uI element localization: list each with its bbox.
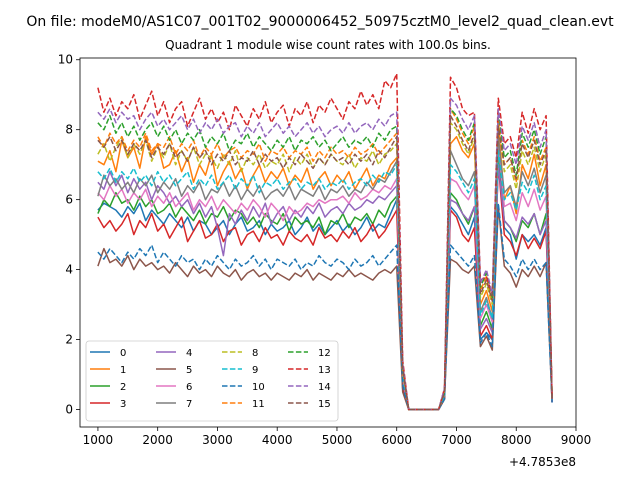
x-tick-label: 7000 <box>441 433 472 447</box>
legend-label-5: 5 <box>186 365 192 376</box>
series-line-13 <box>97 72 553 411</box>
x-tick-label: 1000 <box>83 433 114 447</box>
x-tick-label: 8000 <box>501 433 532 447</box>
legend-label-11: 11 <box>252 399 265 410</box>
series-line-3 <box>97 163 553 411</box>
legend-label-10: 10 <box>252 382 265 393</box>
axes-frame <box>79 57 577 428</box>
x-tick-label: 4000 <box>262 433 293 447</box>
y-tick-label: 6 <box>65 193 73 207</box>
y-axis: 0 2 4 6 8 10 <box>58 53 80 417</box>
legend-label-12: 12 <box>318 348 331 359</box>
x-tick-label: 3000 <box>202 433 233 447</box>
x-tick-label: 9000 <box>561 433 592 447</box>
legend-label-1: 1 <box>120 365 126 376</box>
legend-label-7: 7 <box>186 399 192 410</box>
legend-label-14: 14 <box>318 382 331 393</box>
legend-label-3: 3 <box>120 399 126 410</box>
x-tick-label: 5000 <box>322 433 353 447</box>
chart-suptitle: On file: modeM0/AS1C07_001T02_9000006452… <box>26 14 614 30</box>
series-line-10 <box>97 202 553 411</box>
legend-label-6: 6 <box>186 382 192 393</box>
legend-label-15: 15 <box>318 399 331 410</box>
chart-title: Quadrant 1 module wise count rates with … <box>165 38 491 52</box>
series-line-15 <box>97 114 553 411</box>
legend-box <box>85 340 339 422</box>
x-offset-label: +4.7853e8 <box>509 455 576 469</box>
series-line-14 <box>97 97 553 411</box>
series-line-5 <box>97 205 553 411</box>
legend-label-13: 13 <box>318 365 331 376</box>
legend-label-9: 9 <box>252 365 258 376</box>
x-tick-label: 2000 <box>142 433 173 447</box>
series-line-9 <box>97 149 553 411</box>
legend-label-0: 0 <box>120 348 126 359</box>
x-axis: 1000 2000 3000 4000 5000 6000 7000 8000 9000 <box>83 427 592 447</box>
y-tick-label: 8 <box>65 123 73 137</box>
y-tick-label: 10 <box>58 53 73 67</box>
y-tick-label: 2 <box>65 333 73 347</box>
legend-label-8: 8 <box>252 348 258 359</box>
y-tick-label: 4 <box>65 263 73 277</box>
y-tick-label: 0 <box>65 403 73 417</box>
legend-label-2: 2 <box>120 382 126 393</box>
legend-label-4: 4 <box>186 348 192 359</box>
x-tick-label: 6000 <box>381 433 412 447</box>
series-line-4 <box>97 163 553 411</box>
series-line-11 <box>97 107 553 411</box>
series-lines <box>97 72 553 411</box>
